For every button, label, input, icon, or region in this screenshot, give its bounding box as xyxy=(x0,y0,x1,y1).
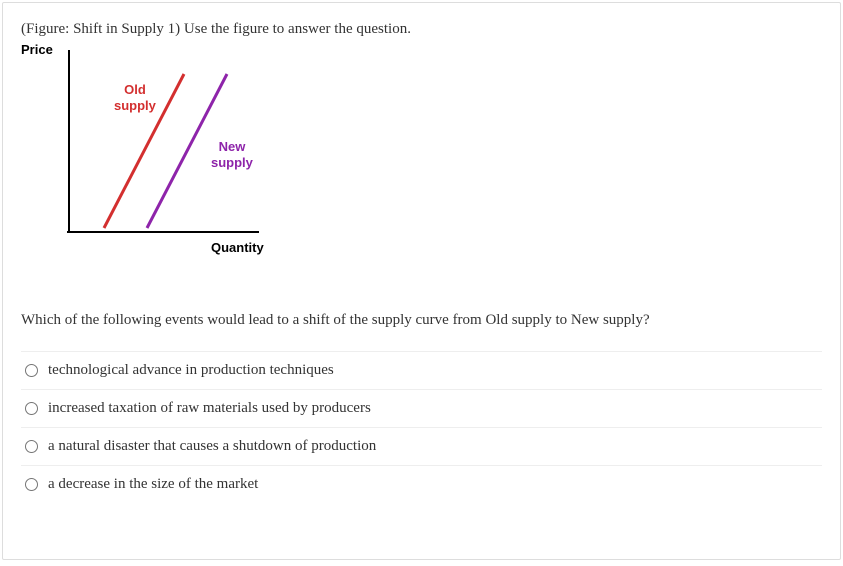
old-supply-label-line2: supply xyxy=(114,98,156,113)
options-list: technological advance in production tech… xyxy=(21,351,822,503)
option-row[interactable]: a decrease in the size of the market xyxy=(21,466,822,503)
option-radio[interactable] xyxy=(25,364,38,377)
option-radio[interactable] xyxy=(25,478,38,491)
supply-figure: Price Old supply New supply Quantity xyxy=(21,42,301,282)
question-card: (Figure: Shift in Supply 1) Use the figu… xyxy=(2,2,841,560)
option-radio[interactable] xyxy=(25,440,38,453)
x-axis-label: Quantity xyxy=(211,240,264,255)
question-intro: (Figure: Shift in Supply 1) Use the figu… xyxy=(21,21,822,38)
old-supply-label-line1: Old xyxy=(124,82,146,97)
option-text: technological advance in production tech… xyxy=(48,362,334,379)
question-prompt: Which of the following events would lead… xyxy=(21,312,822,329)
new-supply-label: New supply xyxy=(211,139,253,170)
option-text: a natural disaster that causes a shutdow… xyxy=(48,438,376,455)
new-supply-label-line1: New xyxy=(219,139,246,154)
option-text: increased taxation of raw materials used… xyxy=(48,400,371,417)
y-axis-label: Price xyxy=(21,42,53,57)
option-row[interactable]: increased taxation of raw materials used… xyxy=(21,390,822,428)
option-text: a decrease in the size of the market xyxy=(48,476,258,493)
new-supply-label-line2: supply xyxy=(211,155,253,170)
old-supply-label: Old supply xyxy=(114,82,156,113)
option-row[interactable]: technological advance in production tech… xyxy=(21,352,822,390)
option-row[interactable]: a natural disaster that causes a shutdow… xyxy=(21,428,822,466)
option-radio[interactable] xyxy=(25,402,38,415)
